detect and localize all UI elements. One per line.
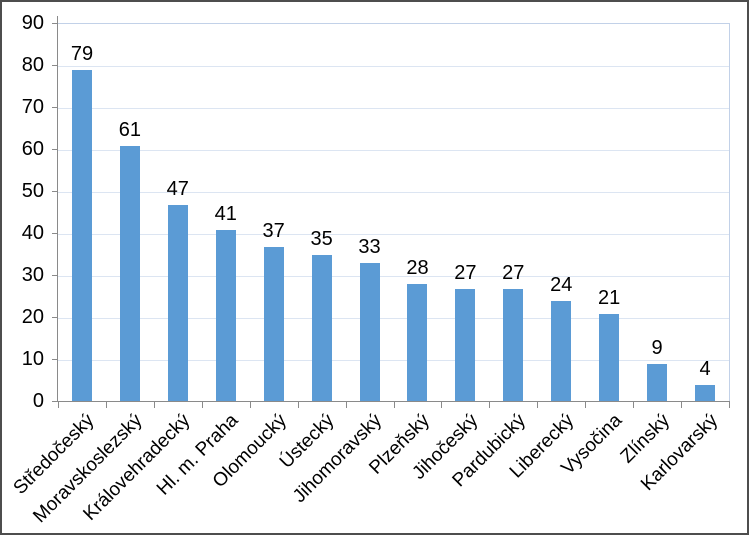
bar-slot: 4 [681,24,729,402]
y-axis-tick [52,191,58,192]
x-axis-tick [249,402,251,408]
bar-slot: 47 [154,24,202,402]
y-axis-tick-label: 70 [21,96,44,118]
y-axis-tick [52,65,58,66]
y-axis-tick-label: 30 [21,264,44,286]
plot-area: 79 61 47 41 37 35 33 28 27 27 24 21 9 4 [58,23,730,402]
x-axis-tick [585,402,587,408]
bar [455,288,476,402]
y-axis-tick [52,23,58,24]
bar-slot: 27 [441,24,489,402]
bar [215,229,236,402]
gridline [58,360,729,361]
bar [695,385,716,402]
gridline [58,318,729,319]
y-axis-tick [52,107,58,108]
bar-slot: 37 [250,24,298,402]
x-axis-tick [729,402,730,408]
gridline [58,66,729,67]
bar-slot: 28 [394,24,442,402]
bar-slot: 61 [106,24,154,402]
y-axis-tick [52,149,58,150]
gridline [58,234,729,235]
x-axis-tick [633,402,635,408]
bar-data-label: 27 [454,261,477,284]
bar [407,284,428,402]
bar-data-label: 9 [651,337,663,360]
bar-slot: 35 [298,24,346,402]
x-axis-line [52,401,730,402]
y-axis-tick [52,359,58,360]
y-axis-tick-label: 10 [21,348,44,370]
x-axis-tick [681,402,683,408]
y-axis-tick-label: 20 [21,306,44,328]
y-axis-tick [52,317,58,318]
bar-data-label: 27 [502,261,525,284]
y-axis-tick [52,401,58,402]
bar-data-label: 35 [310,228,333,250]
bar-data-label: 41 [214,202,237,225]
x-axis-tick [297,402,299,408]
gridline [58,150,729,151]
bar [71,70,92,402]
y-axis-tick-label: 60 [21,138,44,160]
bar-data-label: 79 [70,43,94,66]
x-axis-tick [345,402,347,408]
bar-data-label: 24 [550,274,573,297]
bar-data-label: 28 [406,257,429,280]
bar-slot: 24 [537,24,585,402]
bar-slot: 41 [202,24,250,402]
bar-slot: 27 [489,24,537,402]
bar-data-label: 61 [118,118,141,141]
bar-slot: 33 [346,24,394,402]
y-axis-tick [52,233,58,234]
gridline [58,276,729,277]
y-axis-tick-label: 40 [21,222,44,244]
bar [359,263,380,402]
bar-data-label: 37 [262,219,285,242]
y-axis-tick-label: 0 [32,390,44,412]
bar [599,313,620,402]
y-axis-line [57,16,58,402]
bar [119,145,140,402]
bar [311,255,332,402]
y-axis-tick-label: 50 [21,180,44,202]
y-axis-tick [52,275,58,276]
bar [503,288,524,402]
x-axis-tick [105,402,107,408]
bar-slot: 9 [633,24,681,402]
x-axis-tick [489,402,491,408]
y-axis-tick-label: 80 [21,54,44,76]
x-axis-tick [393,402,395,408]
bar-slot: 79 [58,24,106,402]
gridline [58,108,729,109]
x-axis-tick [153,402,155,408]
x-axis-tick [58,402,59,408]
bar [647,364,668,402]
bar-data-label: 33 [358,236,381,259]
bar-data-label: 47 [166,177,189,200]
gridline [58,192,729,193]
bar [551,301,572,402]
bar-data-label: 4 [699,358,711,381]
bar [263,246,284,402]
bar-slot: 21 [585,24,633,402]
y-axis-tick-label: 90 [21,12,44,34]
bar-data-label: 21 [598,286,621,309]
x-axis-tick [537,402,539,408]
x-axis-tick [201,402,203,408]
x-axis-tick [441,402,443,408]
bar [167,204,188,402]
